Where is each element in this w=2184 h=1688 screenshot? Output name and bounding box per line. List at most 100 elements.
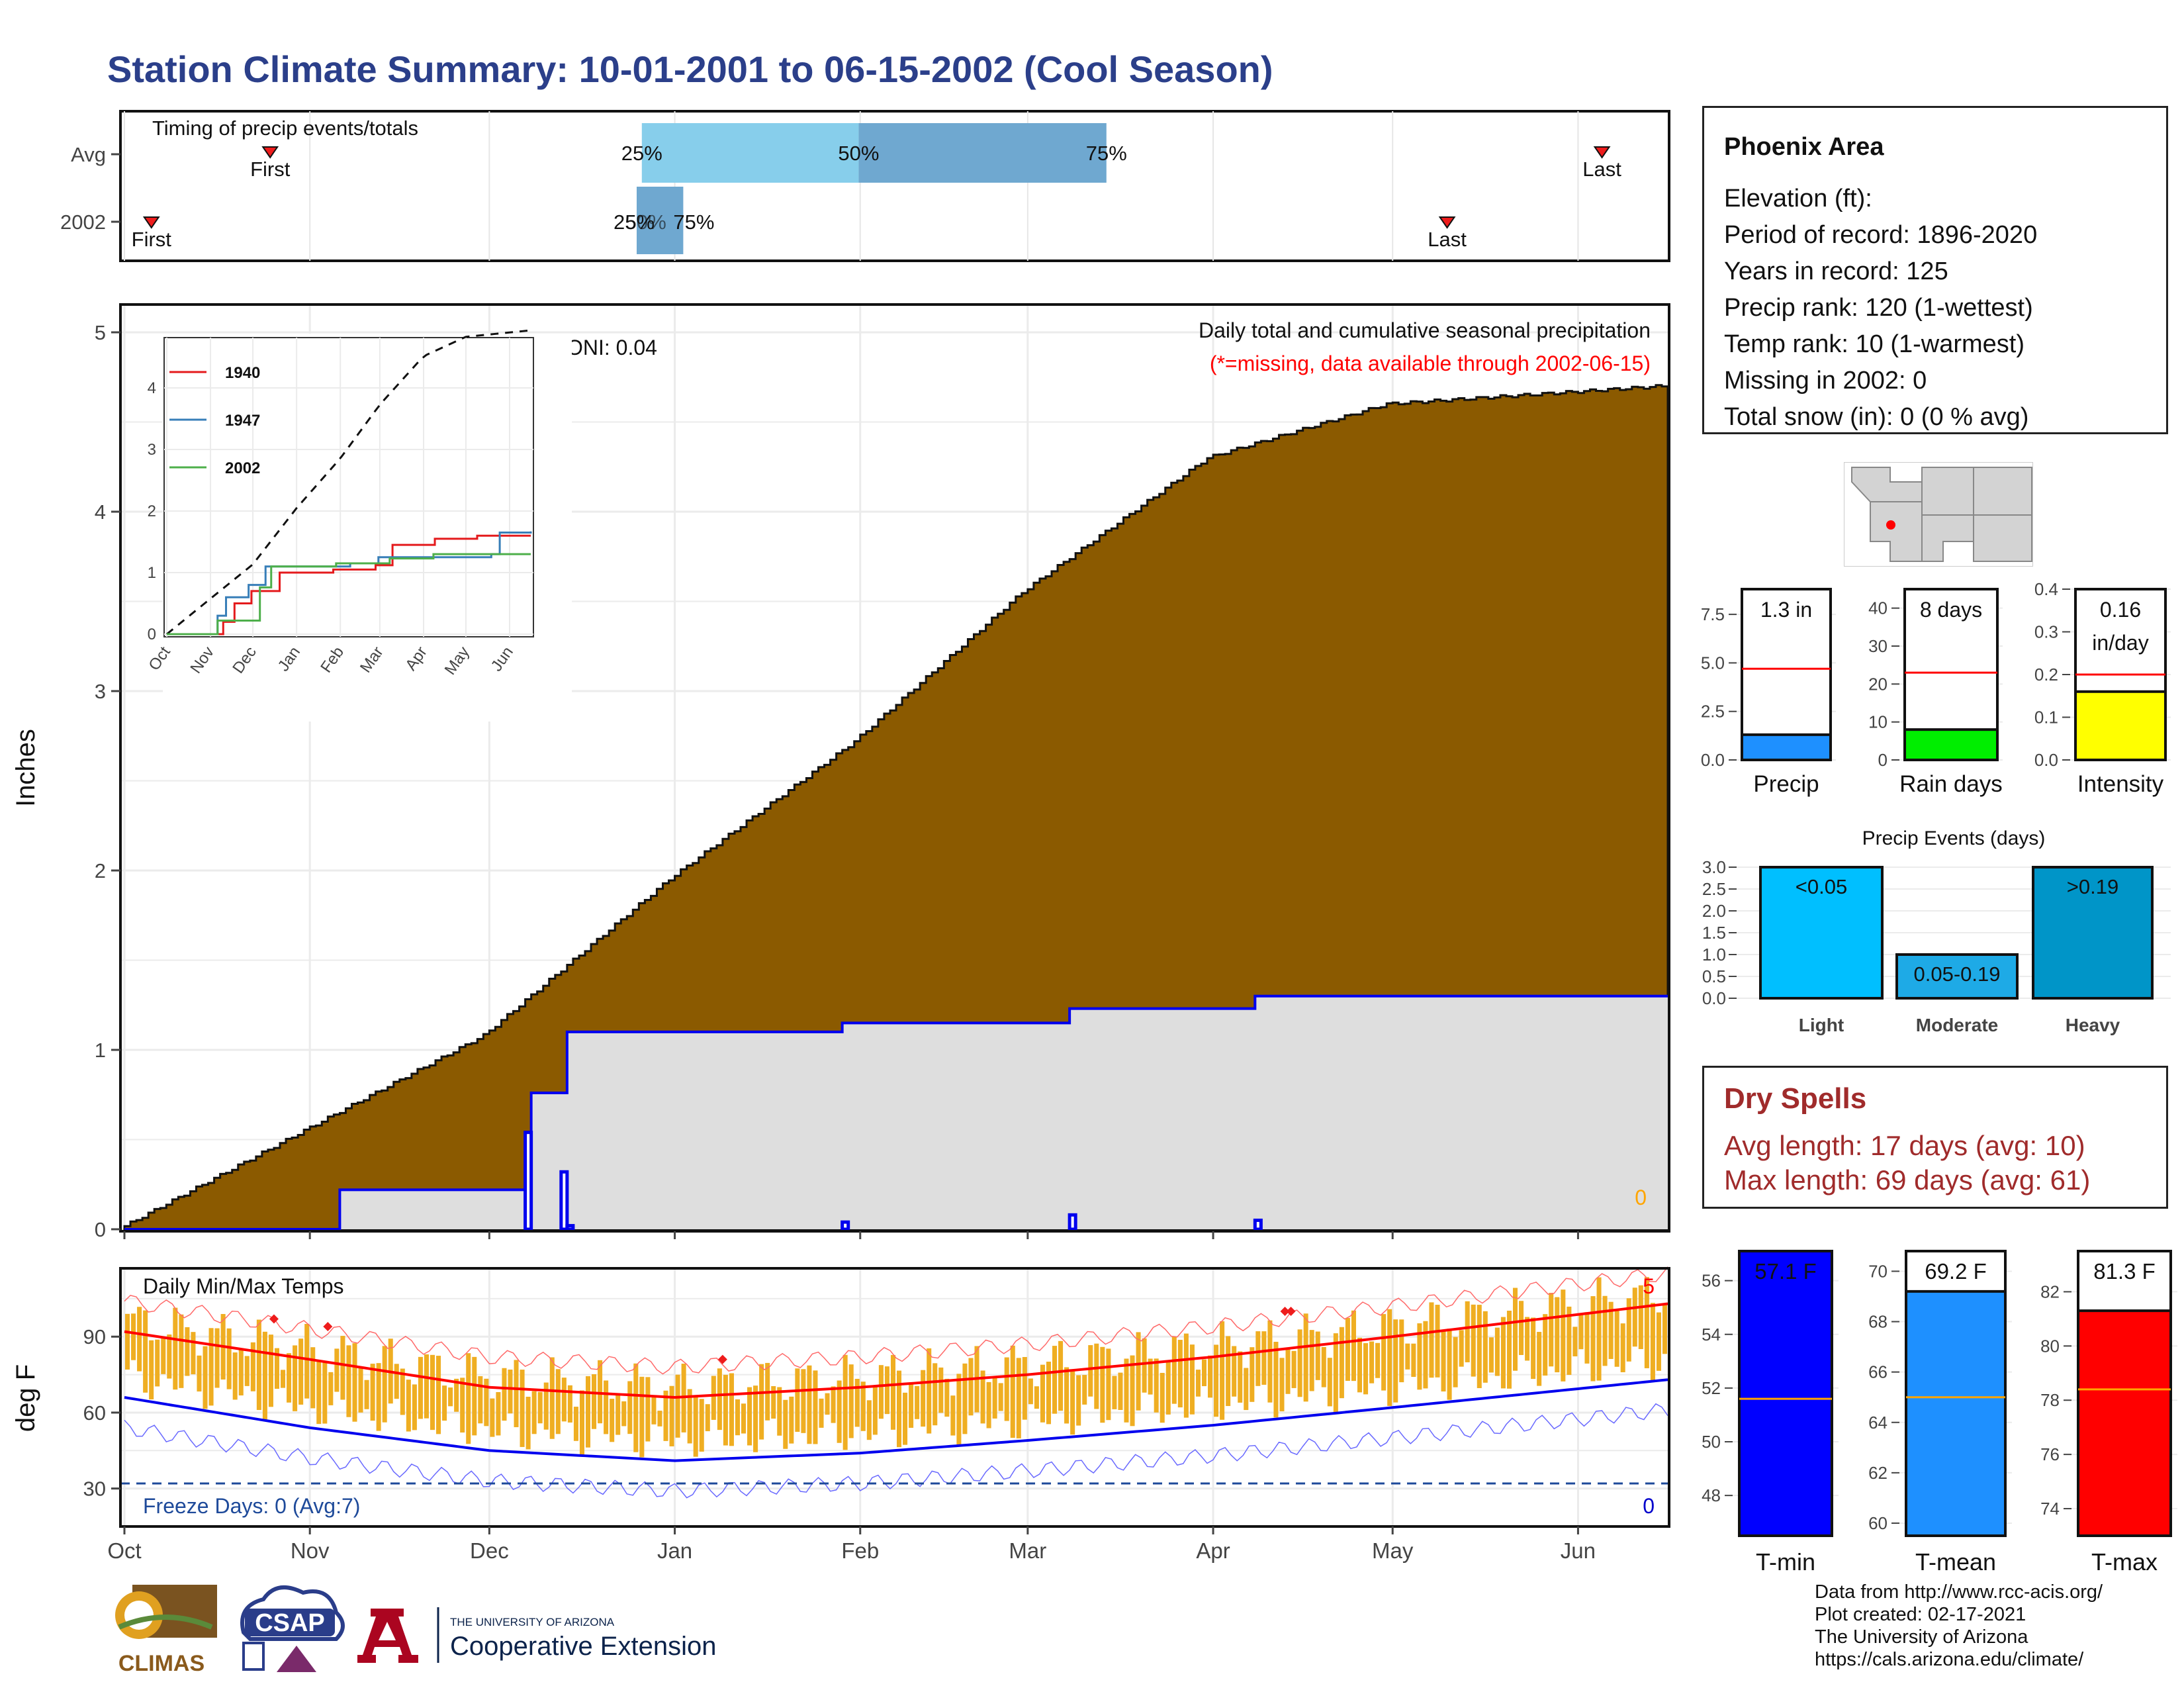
temp-bar-frame xyxy=(2077,1250,2172,1537)
daily-temp-bar xyxy=(250,1342,255,1391)
station-missing: Missing in 2002: 0 xyxy=(1724,367,1927,395)
events-category-label: Moderate xyxy=(1916,1015,1998,1035)
daily-temp-bar xyxy=(1214,1344,1219,1417)
daily-temp-bar xyxy=(1244,1368,1249,1411)
daily-temp-bar xyxy=(1590,1296,1596,1382)
y2002-first-label: First xyxy=(132,228,172,251)
daily-temp-bar xyxy=(1638,1285,1643,1350)
daily-temp-bar xyxy=(789,1396,794,1444)
daily-temp-bar xyxy=(1130,1355,1135,1427)
svg-text:THE UNIVERSITY OF ARIZONA: THE UNIVERSITY OF ARIZONA xyxy=(450,1616,615,1628)
daily-temp-bar xyxy=(1405,1343,1410,1370)
temp-bar-ytick-label: 56 xyxy=(1702,1271,1721,1291)
station-precip-rank: Precip rank: 120 (1-wettest) xyxy=(1724,294,2033,322)
mini-ytick-label: 0.3 xyxy=(2034,622,2058,642)
daily-temp-bar xyxy=(394,1364,399,1399)
month-label: Oct xyxy=(107,1538,141,1563)
daily-temp-bar xyxy=(1267,1320,1273,1403)
daily-temp-bar xyxy=(1506,1311,1512,1389)
daily-temp-bar xyxy=(1028,1378,1033,1405)
daily-temp-bar xyxy=(310,1347,316,1409)
station-elevation: Elevation (ft): xyxy=(1724,185,1872,212)
inset-ytick-label: 2 xyxy=(148,502,156,520)
daily-temp-bar xyxy=(741,1403,747,1434)
temp-bar-label: T-mean xyxy=(1915,1548,1996,1575)
daily-temp-bar xyxy=(514,1360,519,1428)
y2002-first-marker xyxy=(142,216,160,229)
daily-temp-bar xyxy=(287,1353,292,1403)
daily-temp-bar xyxy=(921,1370,926,1427)
daily-temp-bar xyxy=(274,1348,280,1389)
daily-temp-bar xyxy=(1297,1329,1302,1397)
daily-temp-bar xyxy=(1477,1305,1482,1388)
daily-temp-bar xyxy=(1273,1342,1279,1418)
daily-temp-bar xyxy=(1118,1372,1123,1411)
daily-temp-bar xyxy=(1201,1359,1207,1387)
daily-precip-bar xyxy=(523,1131,533,1231)
daily-temp-bar xyxy=(220,1314,226,1380)
events-bar-light xyxy=(1759,866,1884,1000)
mini-ytick-label: 10 xyxy=(1868,712,1888,732)
daily-temp-bar xyxy=(448,1387,453,1407)
inset-month-label: Nov xyxy=(187,643,218,677)
daily-temp-bar xyxy=(735,1399,740,1436)
dry-spells-max: Max length: 69 days (avg: 61) xyxy=(1724,1164,2091,1196)
daily-temp-bar xyxy=(1632,1288,1637,1347)
daily-temp-bar xyxy=(1154,1358,1159,1413)
daily-temp-bar xyxy=(729,1373,734,1446)
temp-bar-t-min xyxy=(1738,1250,1833,1537)
daily-temp-bar xyxy=(1220,1321,1225,1420)
daily-temp-bar xyxy=(1136,1332,1141,1411)
daily-temp-bar xyxy=(1357,1337,1363,1393)
daily-temp-bar xyxy=(615,1394,621,1435)
avg-first-label: First xyxy=(250,158,291,181)
daily-temp-bar xyxy=(131,1313,136,1360)
daily-temp-bar xyxy=(1662,1303,1667,1354)
daily-temp-bar xyxy=(573,1407,578,1441)
daily-temp-bar xyxy=(1094,1343,1099,1409)
events-bar-heavy xyxy=(2032,866,2154,1000)
daily-temp-bar xyxy=(424,1354,429,1419)
inset-series-1947 xyxy=(167,531,532,635)
y2002-cumulative-line xyxy=(124,994,1668,1231)
record-min-line xyxy=(124,1403,1668,1499)
record-high-marker xyxy=(1286,1307,1296,1316)
inset-month-label: Jun xyxy=(488,643,517,675)
daily-temp-bar xyxy=(998,1383,1003,1411)
month-label: Apr xyxy=(1196,1538,1230,1563)
mini-ytick-label: 0.0 xyxy=(2034,750,2058,770)
daily-temp-bar xyxy=(1465,1301,1470,1362)
daily-temp-bar xyxy=(1417,1323,1422,1390)
mini-value-label: in/day xyxy=(2092,631,2148,655)
daily-temp-bar xyxy=(1106,1348,1111,1421)
daily-temp-bar xyxy=(508,1369,513,1414)
freeze-count-label: 0 xyxy=(1643,1494,1655,1518)
mini-chart-bg xyxy=(1737,585,1836,764)
daily-temp-bar xyxy=(1046,1362,1052,1425)
daily-temp-bar xyxy=(771,1385,776,1419)
precip-ytick-label: 1 xyxy=(95,1039,106,1062)
mini-bar-Precip xyxy=(1741,733,1832,761)
daily-temp-bar xyxy=(645,1377,651,1442)
temp-bar-frame xyxy=(1738,1250,1833,1537)
daily-temp-bar xyxy=(1160,1372,1165,1423)
timing-frame xyxy=(119,110,1670,262)
events-ytick-label: 0.5 xyxy=(1702,966,1726,986)
record-high-marker xyxy=(717,1354,727,1364)
events-category-label: Light xyxy=(1799,1015,1844,1035)
daily-temp-bar xyxy=(1124,1358,1129,1423)
daily-temp-bar xyxy=(717,1368,722,1430)
freeze-days-label: Freeze Days: 0 (Avg:7) xyxy=(143,1494,360,1518)
daily-temp-bar xyxy=(262,1331,267,1420)
footer-university: The University of Arizona xyxy=(1815,1626,2028,1648)
avg-timing-bar-second-half xyxy=(858,123,1107,183)
record-high-marker xyxy=(323,1321,333,1331)
avg-cumulative-area xyxy=(123,384,1669,1231)
daily-temp-bar xyxy=(496,1391,501,1436)
daily-temp-bar xyxy=(1034,1386,1039,1409)
inset-avg-line xyxy=(166,329,528,635)
daily-temp-bar xyxy=(1076,1375,1081,1426)
precip-plot-bg xyxy=(120,305,1669,1231)
timing-title: Timing of precip events/totals xyxy=(152,117,418,140)
daily-temp-bar xyxy=(1004,1357,1009,1421)
